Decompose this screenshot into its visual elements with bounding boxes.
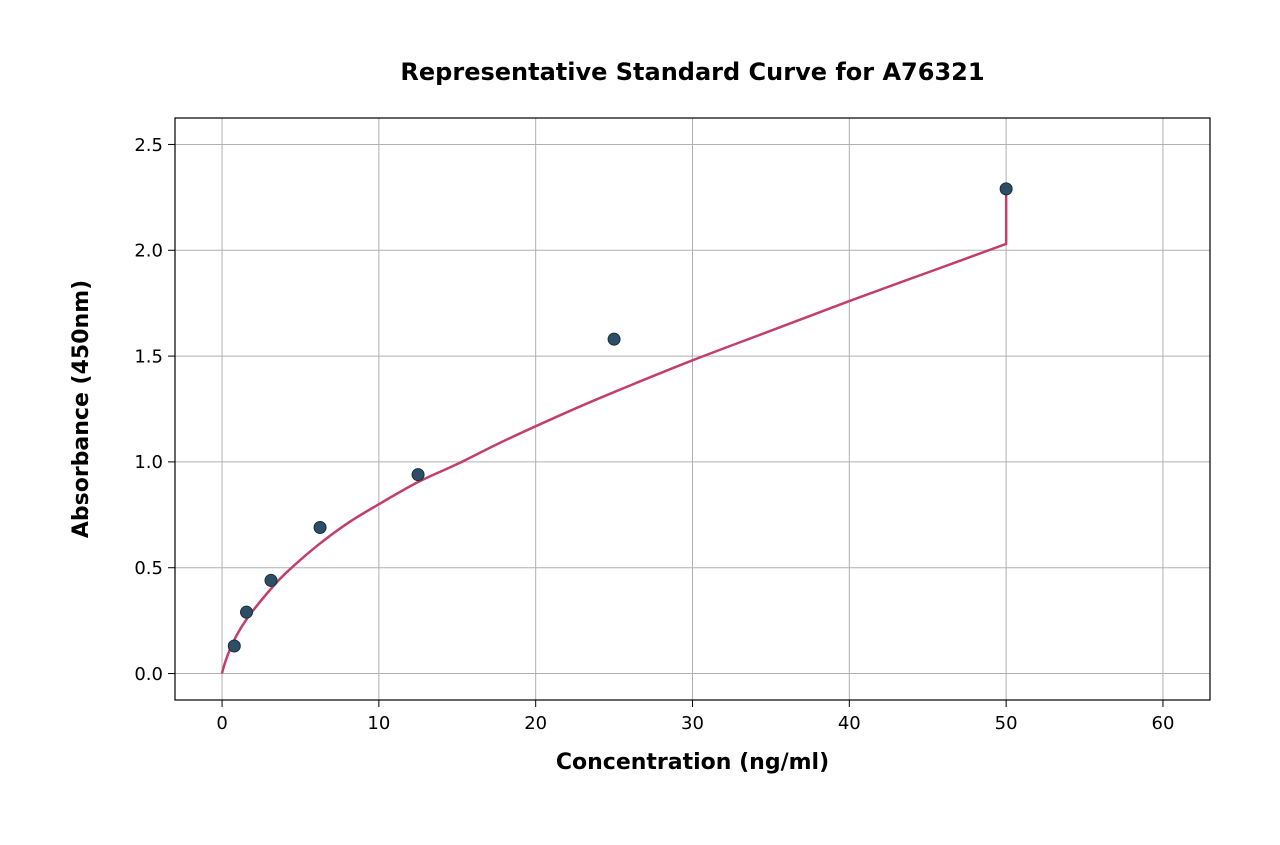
xtick-label: 10	[367, 713, 390, 734]
data-marker	[241, 606, 253, 618]
ytick-label: 2.0	[134, 241, 163, 262]
data-marker	[265, 574, 277, 586]
chart-title: Representative Standard Curve for A76321	[400, 58, 984, 86]
xtick-label: 40	[838, 713, 861, 734]
y-axis-label: Absorbance (450nm)	[69, 280, 94, 538]
data-marker	[608, 333, 620, 345]
xtick-label: 20	[524, 713, 547, 734]
ytick-label: 0.5	[134, 558, 163, 579]
data-marker	[1000, 183, 1012, 195]
xtick-label: 0	[216, 713, 227, 734]
standard-curve-chart: 0 10 20 30 40 50 60 0.0 0.5 1.0 1.5 2.0 2.5 Concentra…	[0, 0, 1280, 845]
fitted-curve	[222, 189, 1006, 673]
ytick-label: 2.5	[134, 135, 163, 156]
ytick-label: 1.5	[134, 346, 163, 367]
xtick-label: 50	[995, 713, 1018, 734]
data-marker	[228, 640, 240, 652]
xtick-label: 60	[1152, 713, 1175, 734]
ytick-label: 0.0	[134, 664, 163, 685]
xtick-label: 30	[681, 713, 704, 734]
ytick-label: 1.0	[134, 452, 163, 473]
chart-container: 0 10 20 30 40 50 60 0.0 0.5 1.0 1.5 2.0 2.5 Concentra…	[0, 0, 1280, 845]
data-marker	[314, 522, 326, 534]
data-marker	[412, 469, 424, 481]
x-axis-label: Concentration (ng/ml)	[556, 750, 829, 775]
